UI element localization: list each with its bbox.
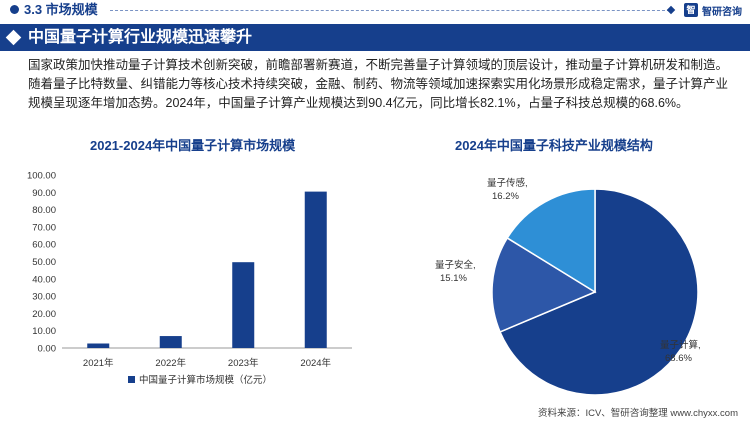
pie-slice-1 bbox=[499, 188, 699, 396]
x-tick-label: 2024年 bbox=[300, 357, 331, 369]
section-bullet-icon bbox=[10, 5, 19, 14]
x-tick-label: 2022年 bbox=[155, 357, 186, 369]
brand-logo-icon: 智 bbox=[684, 3, 698, 17]
source-note: 资料来源：ICV、智研咨询整理 www.chyxx.com bbox=[537, 408, 738, 419]
pie-label-value: 68.6% bbox=[665, 353, 692, 364]
y-tick-label: 20.00 bbox=[32, 309, 56, 320]
y-tick-label: 80.00 bbox=[32, 205, 56, 216]
bar-2 bbox=[159, 336, 182, 348]
y-tick-label: 40.00 bbox=[32, 274, 56, 285]
pie-slice-3 bbox=[506, 188, 596, 294]
y-tick-label: 60.00 bbox=[32, 240, 56, 251]
x-tick-label: 2021年 bbox=[83, 357, 114, 369]
y-tick-label: 0.00 bbox=[38, 344, 57, 355]
y-tick-label: 30.00 bbox=[32, 292, 56, 303]
legend-label: 中国量子计算市场规模（亿元） bbox=[139, 374, 272, 386]
brand-name: 智研咨询 bbox=[702, 6, 742, 18]
bar-3 bbox=[232, 262, 255, 348]
section-header: 3.3 市场规模 智 智研咨询 bbox=[0, 0, 750, 22]
y-tick-label: 50.00 bbox=[32, 257, 56, 268]
page-title: 中国量子计算行业规模迅速攀升 bbox=[28, 29, 253, 46]
title-banner: 中国量子计算行业规模迅速攀升 bbox=[0, 24, 750, 51]
y-tick-label: 90.00 bbox=[32, 188, 56, 199]
pie-label-value: 16.2% bbox=[492, 191, 519, 202]
pie-label-name: 量子传感, bbox=[487, 177, 528, 189]
y-tick-label: 70.00 bbox=[32, 222, 56, 233]
pie-label-name: 量子安全, bbox=[435, 259, 476, 271]
section-label: 3.3 市场规模 bbox=[24, 2, 98, 17]
bar-1 bbox=[87, 343, 110, 348]
bar-4 bbox=[304, 191, 327, 348]
section-divider bbox=[110, 10, 670, 11]
brand-logo-area: 智 智研咨询 bbox=[684, 2, 742, 18]
body-paragraph: 国家政策加快推动量子计算技术创新突破，前瞻部署新赛道，不断完善量子计算领域的顶层… bbox=[28, 58, 729, 110]
bar-chart-title: 2021-2024年中国量子计算市场规模 bbox=[90, 138, 296, 153]
pie-label-name: 量子计算, bbox=[660, 339, 701, 351]
pie-chart-title: 2024年中国量子科技产业规模结构 bbox=[455, 138, 653, 153]
x-tick-label: 2023年 bbox=[228, 357, 259, 369]
y-tick-label: 10.00 bbox=[32, 326, 56, 337]
y-tick-label: 100.00 bbox=[27, 171, 56, 182]
legend-swatch bbox=[128, 376, 135, 383]
pie-label-value: 15.1% bbox=[440, 273, 467, 284]
pie-slice-2 bbox=[491, 236, 597, 333]
